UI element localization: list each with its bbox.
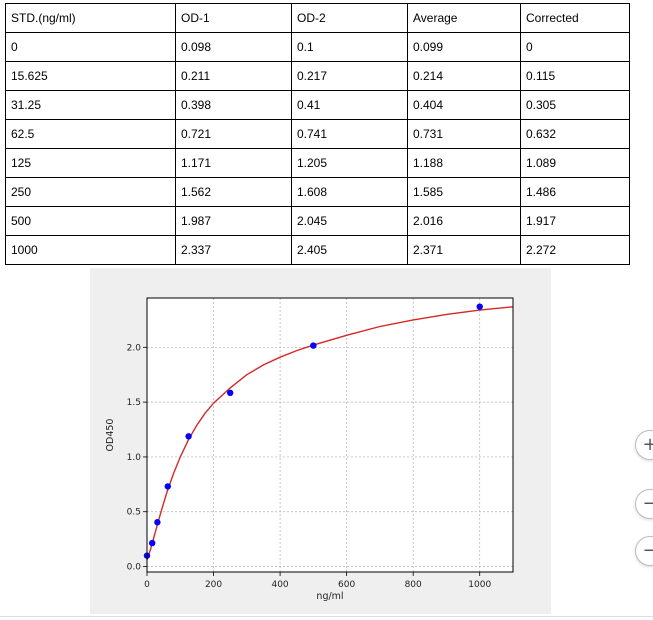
table-cell: 1.562 (175, 177, 292, 207)
table-cell: 0.632 (520, 119, 630, 149)
table-cell: 0.741 (291, 119, 408, 149)
data-point (148, 539, 156, 547)
table-cell: 2.272 (520, 235, 630, 265)
table-cell: 2.371 (407, 235, 521, 265)
x-tick-label: 1000 (468, 580, 491, 590)
data-point (164, 483, 171, 490)
table-cell: 0.1 (291, 32, 408, 62)
y-axis-label: OD450 (105, 419, 116, 452)
table-row: 500 1.987 2.045 2.016 1.917 (5, 206, 630, 236)
table-cell: 2.337 (175, 235, 292, 265)
table-row: 31.25 0.398 0.41 0.404 0.305 (5, 90, 630, 120)
plot-area (147, 298, 513, 572)
table-cell: 15.625 (5, 61, 176, 91)
fit-curve-line (146, 306, 514, 561)
table-cell: 1000 (5, 235, 176, 265)
table-cell: 31.25 (5, 90, 176, 120)
table-cell: 0 (5, 32, 176, 62)
table-cell: 0.115 (520, 61, 630, 91)
table-body: 0 0.098 0.1 0.099 0 15.625 0.211 0.217 0.214 0.11… (5, 32, 630, 265)
table-row: 1000 2.337 2.405 2.371 2.272 (5, 235, 630, 265)
table-cell: 2.405 (291, 235, 408, 265)
table-cell: 0.404 (407, 90, 521, 120)
data-point (154, 519, 161, 526)
table-row: 125 1.171 1.205 1.188 1.089 (5, 148, 630, 178)
table-cell: 1.205 (291, 148, 408, 178)
data-point (226, 389, 234, 397)
header-corrected: Corrected (520, 3, 630, 33)
table-cell: 1.089 (520, 148, 630, 178)
data-point (185, 433, 192, 440)
table-cell: 1.608 (291, 177, 408, 207)
y-tick-label: 0.5 (127, 508, 141, 518)
table-cell: 0.731 (407, 119, 521, 149)
od450-standard-curve-chart: 0 200 400 600 800 1000 0.0 0.5 1.0 1.5 2.0 ng/ml OD4… (105, 297, 514, 602)
table-cell: 2.045 (291, 206, 408, 236)
axes-frame (146, 297, 514, 573)
table-cell: 1.486 (520, 177, 630, 207)
table-cell: 2.016 (407, 206, 521, 236)
x-axis-label: ng/ml (316, 591, 343, 602)
x-tick-label: 400 (271, 580, 288, 590)
table-row: 0 0.098 0.1 0.099 0 (5, 32, 630, 62)
zoom-reset-button[interactable]: − (635, 536, 653, 566)
table-cell: 1.188 (407, 148, 521, 178)
zoom-out-button[interactable]: − (635, 489, 653, 519)
standard-curve-table: STD.(ng/ml) OD-1 OD-2 Average Corrected … (5, 3, 630, 265)
table-cell: 1.917 (520, 206, 630, 236)
table-cell: 250 (5, 177, 176, 207)
table-cell: 500 (5, 206, 176, 236)
table-cell: 125 (5, 148, 176, 178)
table-cell: 0.098 (175, 32, 292, 62)
data-point (476, 303, 483, 310)
table-cell: 1.585 (407, 177, 521, 207)
zoom-in-button[interactable]: + (635, 430, 653, 460)
table-row: 15.625 0.211 0.217 0.214 0.115 (5, 61, 630, 91)
y-tick-label: 1.0 (127, 453, 142, 463)
table-cell: 0.305 (520, 90, 630, 120)
header-average: Average (407, 3, 521, 33)
y-tick-label: 0.0 (127, 563, 142, 573)
table-cell: 0.214 (407, 61, 521, 91)
header-std: STD.(ng/ml) (5, 3, 176, 33)
header-od1: OD-1 (175, 3, 292, 33)
table-cell: 0.217 (291, 61, 408, 91)
y-tick-label: 1.5 (127, 398, 141, 408)
table-cell: 62.5 (5, 119, 176, 149)
table-cell: 0.721 (175, 119, 292, 149)
table-header-row: STD.(ng/ml) OD-1 OD-2 Average Corrected (5, 3, 630, 33)
table-row: 250 1.562 1.608 1.585 1.486 (5, 177, 630, 207)
data-point (310, 342, 317, 349)
table-cell: 1.987 (175, 206, 292, 236)
table-cell: 0.211 (175, 61, 292, 91)
table-cell: 0.41 (291, 90, 408, 120)
table-cell: 0.099 (407, 32, 521, 62)
table-cell: 0 (520, 32, 630, 62)
table-cell: 1.171 (175, 148, 292, 178)
x-tick-label: 0 (144, 580, 150, 590)
x-tick-label: 200 (205, 580, 222, 590)
table-row: 62.5 0.721 0.741 0.731 0.632 (5, 119, 630, 149)
y-tick-label: 2.0 (127, 343, 142, 353)
divider (0, 616, 653, 617)
x-tick-label: 600 (338, 580, 355, 590)
table-cell: 0.398 (175, 90, 292, 120)
x-tick-label: 800 (405, 580, 422, 590)
header-od2: OD-2 (291, 3, 408, 33)
